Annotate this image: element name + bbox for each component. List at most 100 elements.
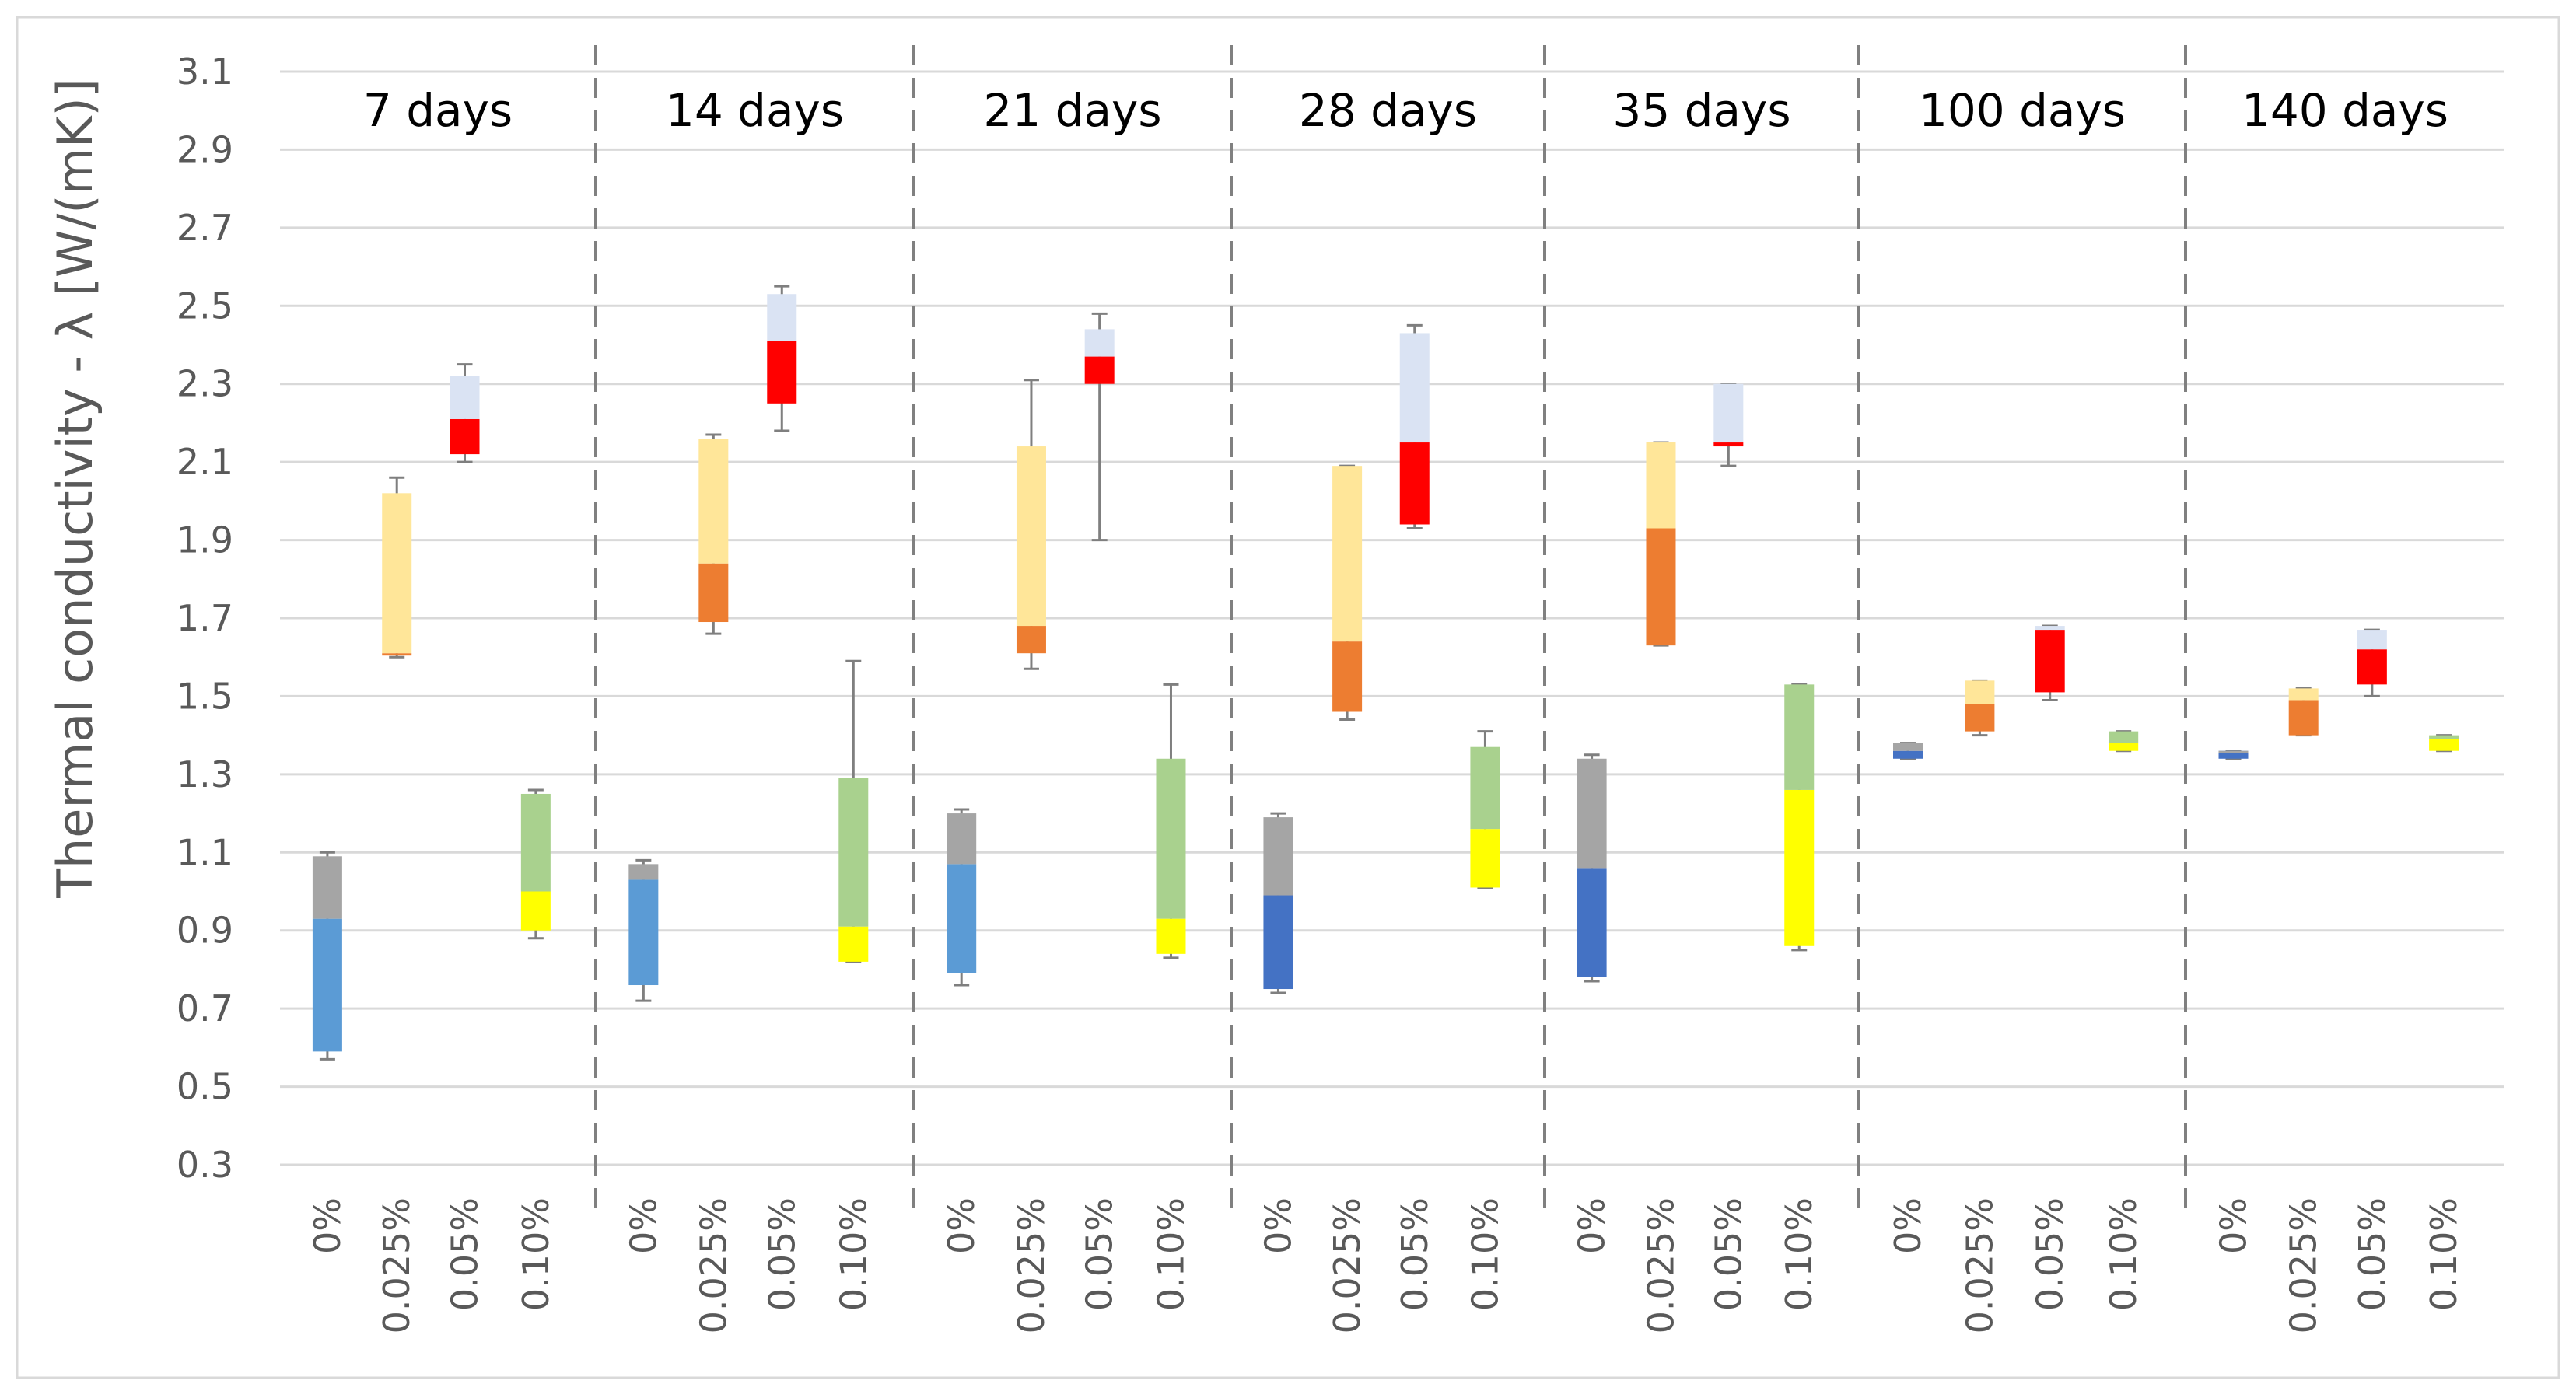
x-category-label: 0.05% xyxy=(1707,1197,1749,1311)
box-lower-7-days-0.025% xyxy=(382,653,412,656)
x-category-label: 0% xyxy=(306,1197,348,1254)
box-lower-140-days-0.05% xyxy=(2357,649,2387,685)
box-upper-100-days-0.10% xyxy=(2109,731,2139,743)
x-category-label: 0.025% xyxy=(2283,1197,2325,1333)
y-tick-label: 0.9 xyxy=(177,910,233,952)
box-upper-14-days-0% xyxy=(628,864,659,880)
box-lower-14-days-0.025% xyxy=(698,563,729,623)
box-upper-7-days-0.05% xyxy=(450,376,480,419)
box-lower-35-days-0.025% xyxy=(1646,528,1676,646)
box-lower-28-days-0.10% xyxy=(1470,829,1500,888)
y-tick-label: 0.7 xyxy=(177,987,233,1029)
box-upper-21-days-0.025% xyxy=(1016,446,1046,627)
box-upper-14-days-0.025% xyxy=(698,439,729,564)
box-upper-21-days-0.05% xyxy=(1084,329,1115,357)
x-category-label: 0.05% xyxy=(1394,1197,1436,1311)
box-lower-21-days-0.025% xyxy=(1016,626,1046,654)
x-category-label: 0.10% xyxy=(2423,1197,2465,1311)
y-tick-label: 0.5 xyxy=(177,1066,233,1108)
box-upper-100-days-0.05% xyxy=(2035,626,2065,631)
group-label-7-days: 7 days xyxy=(363,84,513,137)
x-category-label: 0.025% xyxy=(1010,1197,1052,1333)
x-category-label: 0.025% xyxy=(1326,1197,1368,1333)
box-upper-28-days-0.05% xyxy=(1399,333,1430,443)
box-lower-100-days-0.10% xyxy=(2109,743,2139,751)
box-upper-35-days-0.10% xyxy=(1784,684,1815,790)
x-category-label: 0.10% xyxy=(2102,1197,2144,1311)
y-tick-label: 2.5 xyxy=(177,285,233,327)
x-category-label: 0.025% xyxy=(1640,1197,1682,1333)
box-lower-7-days-0% xyxy=(312,918,342,1052)
x-category-label: 0% xyxy=(1887,1197,1929,1254)
y-tick-label: 1.5 xyxy=(177,675,233,717)
box-lower-140-days-0% xyxy=(2218,750,2249,759)
x-category-label: 0% xyxy=(622,1197,664,1254)
box-lower-7-days-0.10% xyxy=(520,891,551,931)
box-upper-100-days-0.025% xyxy=(1965,680,1995,704)
y-tick-label: 1.1 xyxy=(177,831,233,873)
box-upper-7-days-0% xyxy=(312,856,342,919)
x-category-label: 0.10% xyxy=(1778,1197,1820,1311)
box-upper-35-days-0.025% xyxy=(1646,442,1676,529)
y-tick-label: 3.1 xyxy=(177,51,233,93)
x-category-label: 0.025% xyxy=(692,1197,734,1333)
box-lower-100-days-0% xyxy=(1893,750,1923,759)
box-upper-28-days-0.10% xyxy=(1470,746,1500,830)
x-category-label: 0% xyxy=(1257,1197,1299,1254)
box-upper-140-days-0.10% xyxy=(2429,735,2459,739)
box-upper-21-days-0% xyxy=(947,813,977,865)
box-lower-100-days-0.05% xyxy=(2035,630,2065,693)
box-upper-140-days-0.025% xyxy=(2288,688,2319,701)
box-upper-21-days-0.10% xyxy=(1156,758,1186,919)
box-upper-7-days-0.025% xyxy=(382,493,412,654)
x-category-label: 0% xyxy=(1571,1197,1613,1254)
box-lower-28-days-0% xyxy=(1263,895,1293,990)
box-lower-14-days-0% xyxy=(628,879,659,986)
group-label-35-days: 35 days xyxy=(1612,84,1790,137)
box-lower-21-days-0.05% xyxy=(1084,356,1115,384)
box-lower-28-days-0.05% xyxy=(1399,442,1430,525)
y-tick-label: 2.7 xyxy=(177,207,233,249)
box-lower-7-days-0.05% xyxy=(450,418,480,455)
box-lower-14-days-0.05% xyxy=(767,341,797,404)
box-upper-100-days-0% xyxy=(1893,743,1923,751)
box-lower-140-days-0.025% xyxy=(2288,700,2319,736)
box-upper-28-days-0.025% xyxy=(1332,466,1363,642)
group-label-28-days: 28 days xyxy=(1299,84,1477,137)
boxes xyxy=(312,285,2459,1061)
box-upper-28-days-0% xyxy=(1263,817,1293,896)
x-category-label: 0% xyxy=(940,1197,982,1254)
box-lower-100-days-0.025% xyxy=(1965,704,1995,732)
chart-frame xyxy=(16,16,2560,1379)
box-lower-35-days-0% xyxy=(1577,868,1607,977)
x-category-label: 0.05% xyxy=(2351,1197,2393,1311)
x-category-label: 0.05% xyxy=(1079,1197,1121,1311)
box-upper-140-days-0.05% xyxy=(2357,630,2387,650)
gridlines xyxy=(280,70,2504,1166)
x-category-label: 0.025% xyxy=(1958,1197,2000,1333)
y-tick-label: 1.9 xyxy=(177,519,233,561)
x-category-label: 0% xyxy=(2213,1197,2255,1254)
y-tick-label: 1.3 xyxy=(177,753,233,795)
box-lower-140-days-0.10% xyxy=(2429,739,2459,751)
x-category-label: 0.05% xyxy=(761,1197,803,1311)
group-label-14-days: 14 days xyxy=(666,84,844,137)
x-category-label: 0.10% xyxy=(832,1197,874,1311)
box-upper-35-days-0.05% xyxy=(1713,383,1744,443)
y-tick-label: 2.3 xyxy=(177,363,233,405)
box-upper-140-days-0% xyxy=(2218,750,2249,753)
box-lower-35-days-0.05% xyxy=(1713,442,1744,447)
y-axis-title: Thermal conductivity - λ [W/(mK)] xyxy=(47,79,103,899)
box-lower-28-days-0.025% xyxy=(1332,641,1363,712)
box-lower-21-days-0% xyxy=(947,864,977,973)
y-tick-label: 2.1 xyxy=(177,441,233,483)
box-upper-7-days-0.10% xyxy=(520,793,551,892)
y-tick-label: 2.9 xyxy=(177,128,233,170)
box-lower-35-days-0.10% xyxy=(1784,789,1815,946)
box-lower-21-days-0.10% xyxy=(1156,918,1186,954)
x-category-label: 0.10% xyxy=(1464,1197,1506,1311)
labels: Thermal conductivity - λ [W/(mK)] 0.3 0.5… xyxy=(47,51,2465,1333)
group-label-100-days: 100 days xyxy=(1919,84,2126,137)
